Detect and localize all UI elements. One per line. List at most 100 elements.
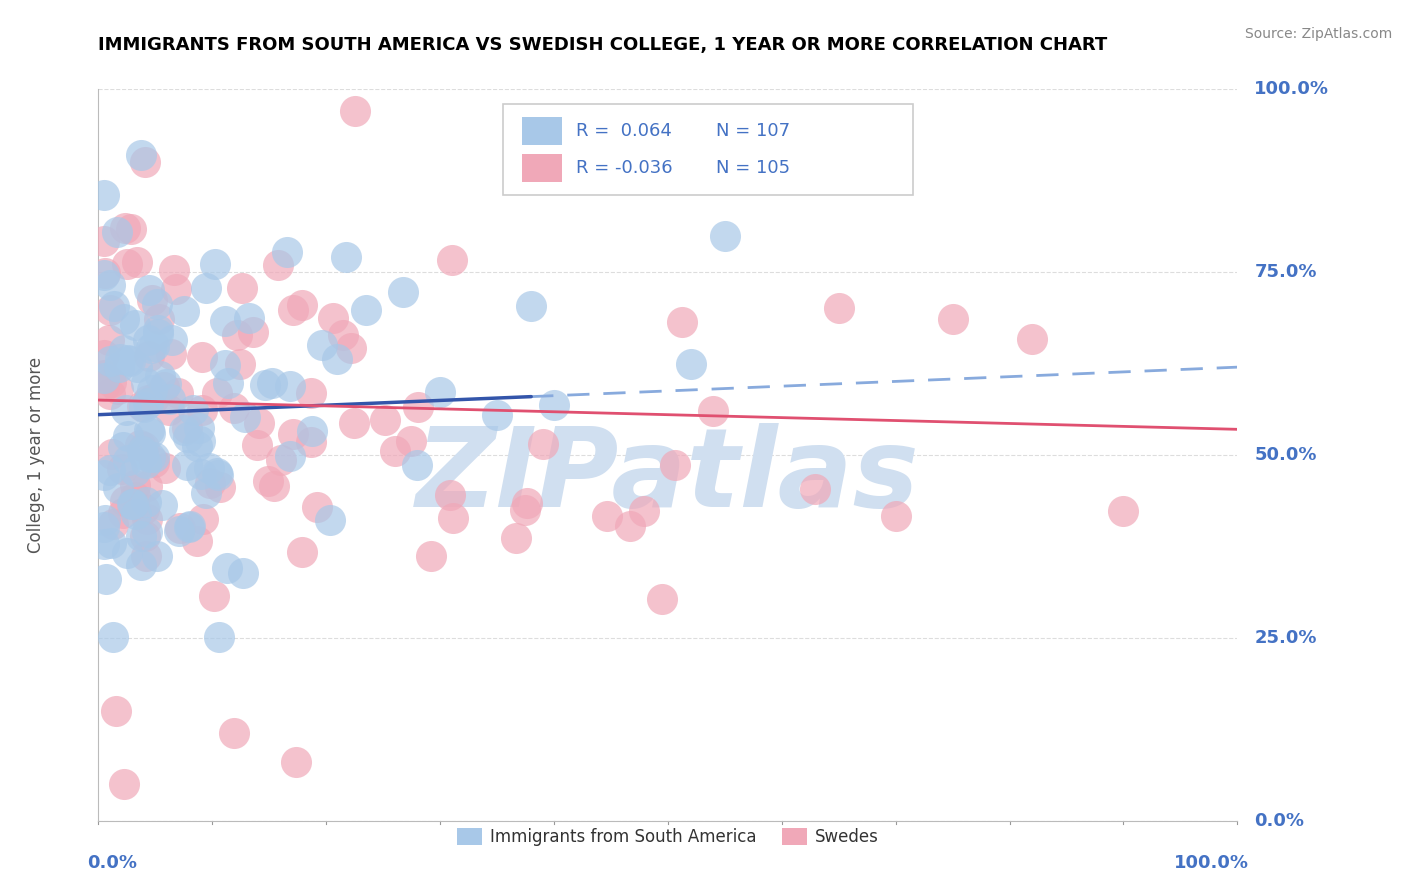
Point	[101, 630, 124, 644]
Point	[301, 424, 323, 438]
Point	[332, 328, 354, 343]
Point	[207, 467, 229, 481]
Text: Source: ZipAtlas.com: Source: ZipAtlas.com	[1244, 27, 1392, 41]
Point	[343, 416, 366, 430]
Point	[299, 386, 322, 401]
Point	[129, 558, 152, 573]
Point	[290, 544, 312, 558]
Point	[190, 403, 212, 417]
Point	[441, 511, 464, 525]
Point	[439, 487, 461, 501]
Point	[103, 299, 125, 313]
Point	[619, 519, 641, 533]
Point	[129, 148, 152, 162]
Point	[281, 426, 304, 441]
Point	[136, 396, 159, 410]
Point	[108, 351, 131, 366]
Point	[120, 221, 142, 235]
Point	[531, 436, 554, 450]
Point	[155, 461, 177, 475]
Point	[98, 354, 121, 368]
Point	[93, 187, 115, 202]
Point	[326, 352, 349, 367]
Point	[93, 379, 115, 393]
Point	[167, 385, 190, 400]
Point	[942, 311, 965, 326]
Point	[214, 314, 236, 328]
Text: ZIPatlas: ZIPatlas	[416, 424, 920, 531]
Point	[246, 438, 269, 452]
Point	[179, 519, 201, 533]
Point	[117, 453, 139, 467]
Point	[247, 417, 270, 431]
Point	[520, 299, 543, 313]
Point	[190, 467, 212, 482]
Point	[135, 549, 157, 564]
Point	[131, 443, 153, 458]
Point	[101, 517, 124, 532]
Text: N = 107: N = 107	[716, 122, 790, 140]
Point	[651, 591, 673, 606]
Point	[391, 285, 413, 300]
Point	[163, 263, 186, 277]
Point	[188, 421, 211, 435]
Point	[354, 303, 377, 318]
Point	[177, 519, 200, 533]
Point	[267, 258, 290, 272]
Point	[195, 486, 218, 500]
Point	[139, 450, 162, 464]
Legend: Immigrants from South America, Swedes: Immigrants from South America, Swedes	[450, 821, 886, 853]
Point	[486, 408, 509, 422]
Point	[115, 257, 138, 271]
Point	[671, 315, 693, 329]
Point	[217, 376, 239, 390]
Point	[112, 506, 135, 520]
Point	[285, 755, 308, 769]
Point	[134, 400, 156, 414]
Point	[135, 494, 157, 508]
Point	[406, 458, 429, 472]
Point	[153, 380, 176, 394]
Text: 75.0%: 75.0%	[1254, 263, 1317, 281]
Point	[340, 341, 363, 355]
Point	[93, 371, 115, 385]
Point	[124, 318, 146, 333]
Point	[165, 282, 187, 296]
Point	[344, 104, 367, 119]
Point	[112, 343, 135, 357]
Point	[143, 455, 166, 469]
Point	[633, 503, 655, 517]
Point	[118, 353, 141, 368]
Point	[150, 498, 173, 512]
Point	[138, 283, 160, 297]
Point	[188, 434, 211, 449]
Point	[124, 508, 146, 522]
Point	[98, 278, 121, 293]
Point	[132, 447, 155, 461]
Point	[93, 368, 115, 383]
Point	[253, 378, 276, 392]
Point	[136, 334, 159, 348]
Point	[108, 360, 131, 375]
Point	[114, 403, 136, 417]
Point	[124, 490, 146, 504]
Point	[208, 630, 231, 644]
Point	[121, 496, 143, 510]
Point	[232, 566, 254, 580]
Point	[112, 312, 135, 326]
Point	[263, 478, 285, 492]
Point	[160, 347, 183, 361]
Point	[419, 549, 441, 563]
Point	[515, 503, 537, 517]
Point	[142, 339, 165, 353]
Point	[828, 301, 851, 315]
Point	[173, 304, 195, 318]
FancyBboxPatch shape	[503, 103, 912, 195]
Point	[101, 447, 124, 461]
Point	[291, 298, 314, 312]
Point	[169, 521, 191, 535]
Point	[129, 438, 152, 452]
Point	[141, 293, 163, 307]
Point	[222, 401, 245, 415]
FancyBboxPatch shape	[522, 154, 562, 182]
